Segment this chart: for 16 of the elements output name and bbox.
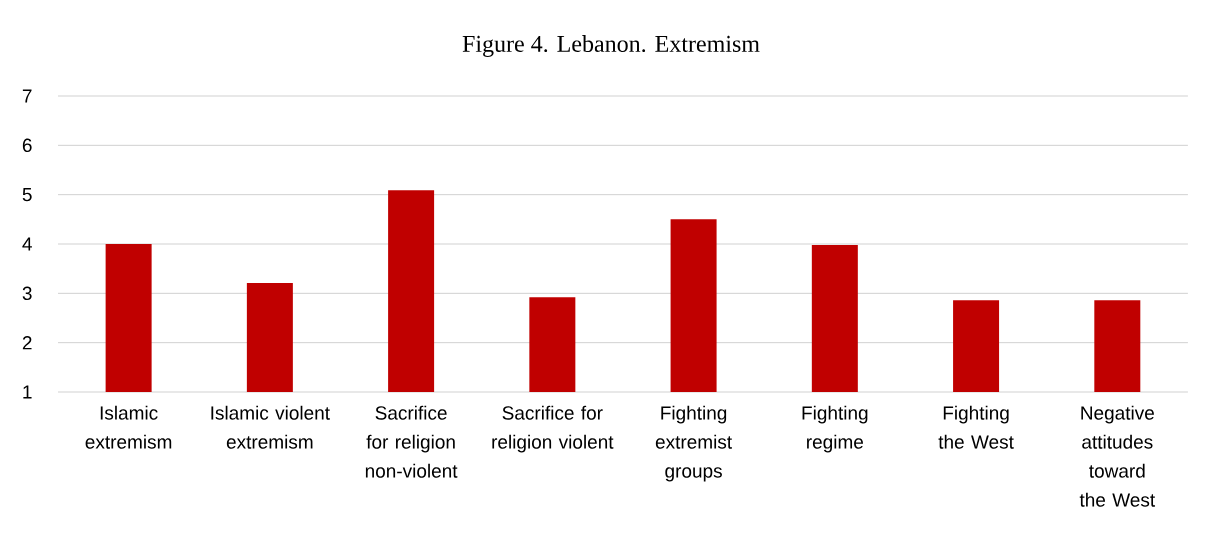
y-tick-label: 4 (22, 237, 32, 251)
y-tick-label: 1 (23, 385, 32, 399)
x-tick-label: Islamic extremism (85, 405, 172, 449)
y-tick-label: 2 (22, 336, 32, 350)
y-tick-label: 6 (22, 138, 32, 153)
y-tick-label: 3 (22, 286, 32, 301)
y-tick-label: 5 (22, 188, 32, 202)
y-tick-label: 7 (22, 89, 32, 103)
x-tick-label: Fighting the West (938, 405, 1014, 449)
x-tick-label: Fighting regime (802, 405, 868, 453)
x-tick-label: Negative attitudes toward the West (1079, 405, 1156, 507)
x-tick-label: Fighting extremist groups (655, 405, 732, 482)
chart-title: Figure 4. Lebanon. Extremism (462, 35, 760, 57)
x-tick-label: Islamic violent extremism (211, 405, 330, 449)
x-tick-label: Sacrifice for religion non-violent (365, 405, 458, 478)
x-tick-label: Sacrifice for religion violent (492, 405, 614, 453)
